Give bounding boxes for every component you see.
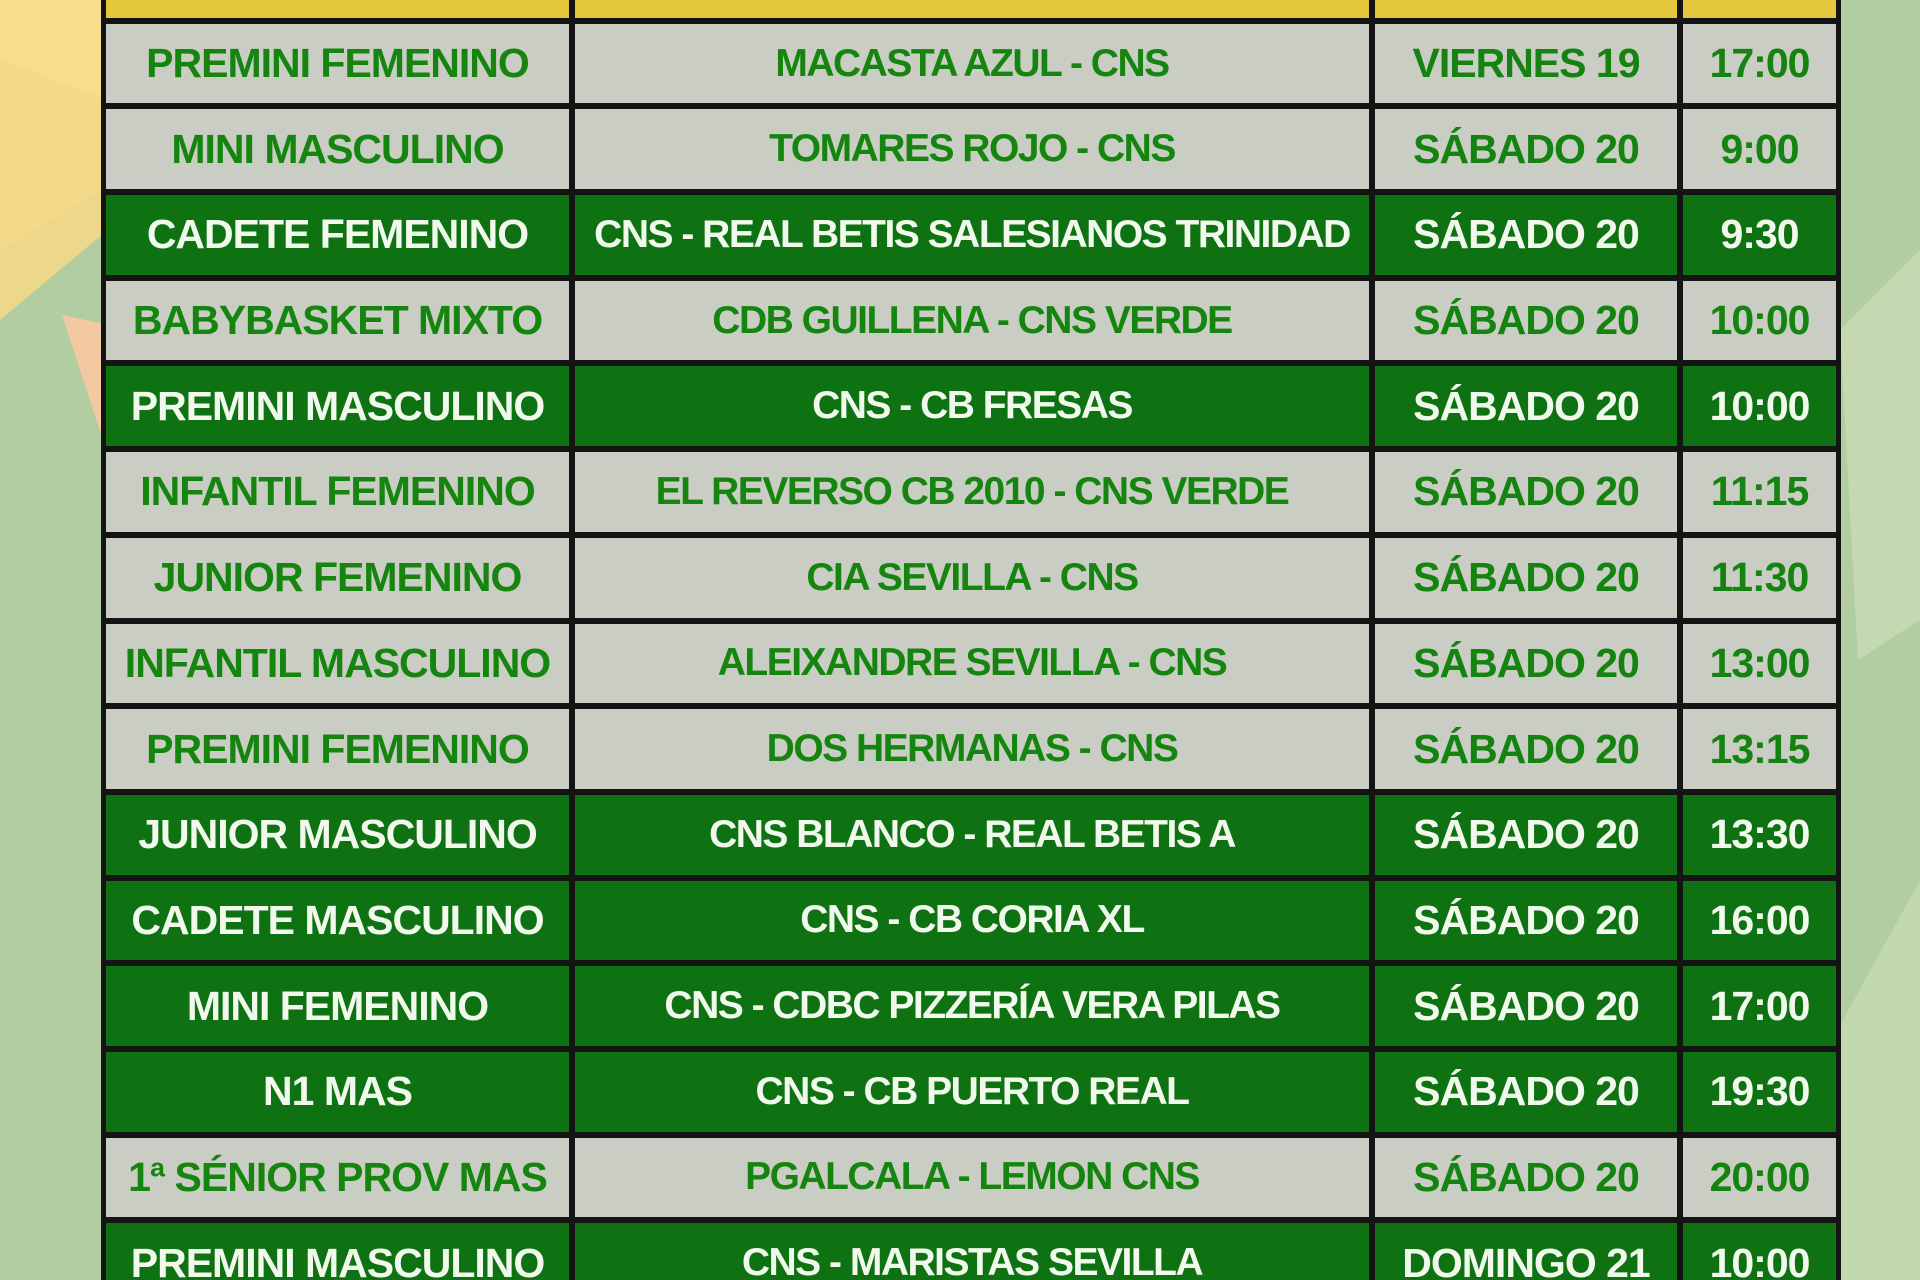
cell-time: 19:30 [1683, 1051, 1836, 1132]
cell-day: DOMINGO 21 [1375, 1223, 1677, 1280]
cell-day: SÁBADO 20 [1375, 966, 1677, 1046]
cell-category: JUNIOR MASCULINO [106, 794, 569, 875]
cell-time: 9:00 [1683, 109, 1836, 190]
cell-match: CNS - CB CORIA XL [575, 880, 1369, 961]
cell-match: CIA SEVILLA - CNS [575, 537, 1369, 618]
cell-category: MINI MASCULINO [106, 109, 569, 190]
cell-category: N1 MAS [106, 1051, 569, 1132]
cell-match: ALEIXANDRE SEVILLA - CNS [575, 623, 1369, 704]
cell-time: 10:00 [1683, 366, 1836, 447]
header-cell-category [106, 0, 569, 18]
cell-day: SÁBADO 20 [1375, 109, 1677, 190]
cell-category: JUNIOR FEMENINO [106, 537, 569, 618]
cell-day: SÁBADO 20 [1375, 794, 1677, 875]
cell-category: PREMINI FEMENINO [106, 23, 569, 104]
cell-match: EL REVERSO CB 2010 - CNS VERDE [575, 452, 1369, 532]
cell-day: SÁBADO 20 [1375, 623, 1677, 704]
cell-day: SÁBADO 20 [1375, 1051, 1677, 1132]
cell-category: PREMINI FEMENINO [106, 709, 569, 789]
cell-match: MACASTA AZUL - CNS [575, 23, 1369, 104]
cell-time: 13:30 [1683, 794, 1836, 875]
cell-match: CNS BLANCO - REAL BETIS A [575, 794, 1369, 875]
cell-match: PGALCALA - LEMON CNS [575, 1137, 1369, 1218]
cell-day: SÁBADO 20 [1375, 880, 1677, 961]
header-cell-match [575, 0, 1369, 18]
cell-category: CADETE FEMENINO [106, 195, 569, 275]
cell-day: VIERNES 19 [1375, 23, 1677, 104]
cell-time: 11:30 [1683, 537, 1836, 618]
cell-day: SÁBADO 20 [1375, 452, 1677, 532]
schedule-table: PREMINI FEMENINO MACASTA AZUL - CNS VIER… [101, 0, 1841, 1280]
cell-time: 17:00 [1683, 23, 1836, 104]
cell-category: 1ª SÉNIOR PROV MAS [106, 1137, 569, 1218]
cell-match: CNS - CDBC PIZZERÍA VERA PILAS [575, 966, 1369, 1046]
cell-category: BABYBASKET MIXTO [106, 280, 569, 361]
cell-time: 17:00 [1683, 966, 1836, 1046]
cell-category: PREMINI MASCULINO [106, 366, 569, 447]
cell-time: 20:00 [1683, 1137, 1836, 1218]
cell-category: INFANTIL MASCULINO [106, 623, 569, 704]
cell-category: INFANTIL FEMENINO [106, 452, 569, 532]
cell-time: 9:30 [1683, 195, 1836, 275]
cell-day: SÁBADO 20 [1375, 280, 1677, 361]
cell-category: PREMINI MASCULINO [106, 1223, 569, 1280]
cell-time: 10:00 [1683, 280, 1836, 361]
cell-day: SÁBADO 20 [1375, 537, 1677, 618]
cell-match: CNS - REAL BETIS SALESIANOS TRINIDAD [575, 195, 1369, 275]
cell-category: CADETE MASCULINO [106, 880, 569, 961]
cell-match: CDB GUILLENA - CNS VERDE [575, 280, 1369, 361]
cell-time: 16:00 [1683, 880, 1836, 961]
cell-day: SÁBADO 20 [1375, 1137, 1677, 1218]
cell-category: MINI FEMENINO [106, 966, 569, 1046]
cell-time: 13:00 [1683, 623, 1836, 704]
cell-time: 11:15 [1683, 452, 1836, 532]
cell-match: DOS HERMANAS - CNS [575, 709, 1369, 789]
cell-time: 13:15 [1683, 709, 1836, 789]
cell-day: SÁBADO 20 [1375, 709, 1677, 789]
header-cell-day [1375, 0, 1677, 18]
cell-match: TOMARES ROJO - CNS [575, 109, 1369, 190]
cell-match: CNS - MARISTAS SEVILLA [575, 1223, 1369, 1280]
cell-day: SÁBADO 20 [1375, 195, 1677, 275]
right-margin-shade [1840, 250, 1920, 660]
cell-match: CNS - CB FRESAS [575, 366, 1369, 447]
cell-day: SÁBADO 20 [1375, 366, 1677, 447]
header-cell-time [1683, 0, 1836, 18]
cell-match: CNS - CB PUERTO REAL [575, 1051, 1369, 1132]
cell-time: 10:00 [1683, 1223, 1836, 1280]
